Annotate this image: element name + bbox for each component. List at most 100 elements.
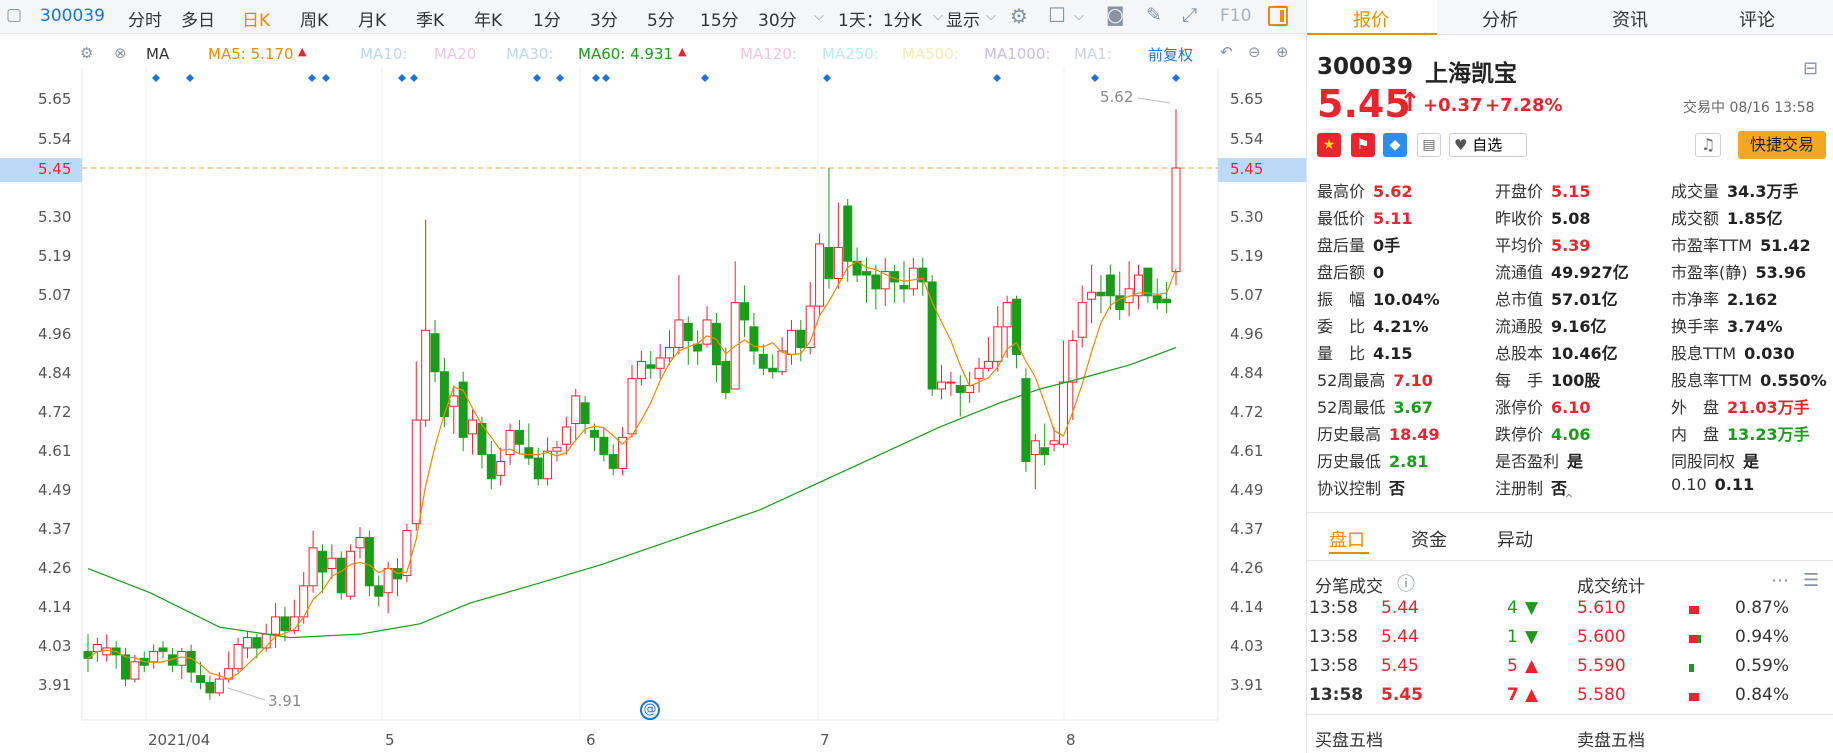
fullscreen-icon[interactable]: ⤢ bbox=[1182, 4, 1198, 26]
stat-value: 2.162 bbox=[1727, 290, 1778, 309]
candle-body bbox=[974, 367, 984, 380]
tab-15min[interactable]: 15分 bbox=[700, 11, 739, 31]
event-diamond-icon[interactable] bbox=[823, 74, 831, 82]
tab-5min[interactable]: 5分 bbox=[647, 11, 675, 31]
event-diamond-icon[interactable] bbox=[701, 74, 709, 82]
candle-body bbox=[815, 243, 825, 307]
settings-gear-icon[interactable]: ⚙ bbox=[1010, 4, 1028, 28]
display-menu[interactable]: 显示 bbox=[946, 11, 980, 31]
candle-body bbox=[946, 381, 956, 384]
tab-fenshi[interactable]: 分时 bbox=[128, 11, 162, 31]
tab-order-book[interactable]: 盘口 bbox=[1329, 530, 1365, 551]
box-chevron-icon[interactable]: ⌵ bbox=[1074, 9, 1084, 24]
trade-status: 交易中 08/16 13:58 bbox=[1683, 100, 1815, 116]
candle-body bbox=[796, 329, 806, 349]
more-chevron-icon[interactable]: ⌵ bbox=[814, 9, 824, 24]
tab-1min[interactable]: 1分 bbox=[533, 11, 561, 31]
display-chevron-icon[interactable]: ⌵ bbox=[986, 9, 996, 24]
zoom-out-icon[interactable]: ⊖ bbox=[1248, 43, 1261, 61]
tab-daily-k[interactable]: 日K bbox=[242, 11, 271, 31]
sell-book-title[interactable]: 卖盘五档 bbox=[1577, 731, 1645, 751]
f10-button[interactable]: F10 bbox=[1220, 6, 1252, 26]
tab-anomaly[interactable]: 异动 bbox=[1497, 530, 1533, 551]
tick-volume: 4 bbox=[1507, 598, 1518, 618]
event-diamond-icon[interactable] bbox=[410, 74, 418, 82]
event-diamond-icon[interactable] bbox=[556, 74, 564, 82]
event-diamond-icon[interactable] bbox=[398, 74, 406, 82]
candle-body bbox=[1124, 288, 1134, 304]
tab-comments[interactable]: 评论 bbox=[1739, 10, 1775, 31]
tab-duori[interactable]: 多日 bbox=[181, 11, 215, 31]
candle-body bbox=[589, 429, 599, 438]
tab-quarterly-k[interactable]: 季K bbox=[416, 11, 445, 31]
stat-item: 市盈率TTM 51.42 bbox=[1671, 232, 1811, 256]
adjust-select[interactable]: 前复权 bbox=[1148, 46, 1194, 64]
ma60-value: MA60: 4.931 bbox=[578, 45, 674, 63]
panel-collapse-icon[interactable]: ⊟ bbox=[1803, 58, 1819, 79]
layout-toggle-icon[interactable] bbox=[1268, 6, 1288, 26]
undo-icon[interactable]: ↶ bbox=[1220, 43, 1233, 61]
event-marker-icon[interactable]: @ bbox=[640, 700, 660, 720]
stat-label: 协议控制 bbox=[1317, 479, 1382, 498]
tab-monthly-k[interactable]: 月K bbox=[358, 11, 387, 31]
stat-value: 18.49 bbox=[1389, 425, 1440, 444]
tab-weekly-k[interactable]: 周K bbox=[300, 11, 329, 31]
list-menu-icon[interactable]: ☰ bbox=[1803, 570, 1820, 591]
candle-body bbox=[102, 647, 112, 656]
event-diamond-icon[interactable] bbox=[602, 74, 610, 82]
notes-icon[interactable]: ▤ bbox=[1417, 133, 1441, 157]
stat-label: 流通股 bbox=[1495, 317, 1544, 336]
y-tick-label: 4.49 bbox=[1230, 481, 1264, 499]
event-diamond-icon[interactable] bbox=[1172, 74, 1180, 82]
quick-trade-button[interactable]: 快捷交易 bbox=[1738, 131, 1826, 159]
period-chevron-icon[interactable]: ⌵ bbox=[933, 9, 943, 24]
candle-body bbox=[205, 681, 215, 694]
tab-yearly-k[interactable]: 年K bbox=[474, 11, 503, 31]
tab-analysis[interactable]: 分析 bbox=[1482, 10, 1518, 31]
indicator-close-icon[interactable]: ⊗ bbox=[114, 44, 127, 62]
candlestick-chart[interactable] bbox=[0, 0, 1306, 753]
event-diamond-icon[interactable] bbox=[322, 74, 330, 82]
period-select[interactable]: 1天：1分K bbox=[838, 11, 922, 31]
event-diamond-icon[interactable] bbox=[533, 74, 541, 82]
tag-icon[interactable]: ◆ bbox=[1383, 133, 1407, 157]
sidebar-toggle-icon[interactable]: ▢ bbox=[6, 5, 23, 25]
indicator-settings-icon[interactable]: ⚙ bbox=[80, 44, 94, 62]
stat-value: 4.06 bbox=[1551, 425, 1591, 444]
candle-body bbox=[674, 319, 684, 349]
event-diamond-icon[interactable] bbox=[1091, 74, 1099, 82]
ticks-help-icon[interactable]: ⓘ bbox=[1397, 574, 1415, 595]
stat-label: 换手率 bbox=[1671, 317, 1720, 336]
stat-item: 量 比 4.15 bbox=[1317, 340, 1413, 364]
camera-icon[interactable]: ◙ bbox=[1106, 4, 1125, 26]
pencil-icon[interactable]: ✎ bbox=[1146, 4, 1162, 26]
more-dots-icon[interactable]: ⋯ bbox=[1771, 570, 1789, 591]
buy-book-title[interactable]: 买盘五档 bbox=[1315, 731, 1383, 751]
candle-body bbox=[496, 461, 506, 476]
expand-chevron-icon[interactable]: ⌃ bbox=[1563, 492, 1575, 508]
stat-label: 盘后额 bbox=[1317, 263, 1366, 282]
ma5-value: MA5: 5.170 bbox=[208, 45, 294, 63]
event-diamond-icon[interactable] bbox=[186, 74, 194, 82]
event-diamond-icon[interactable] bbox=[993, 74, 1001, 82]
runner-icon[interactable]: ⚑ bbox=[1351, 133, 1375, 157]
stat-value: 0.030 bbox=[1744, 344, 1795, 363]
bell-icon[interactable]: ♫ bbox=[1695, 133, 1721, 157]
tab-funds[interactable]: 资金 bbox=[1411, 530, 1447, 551]
stat-label: 外 盘 bbox=[1671, 398, 1720, 417]
indicator-name[interactable]: MA bbox=[146, 45, 170, 63]
up-arrow-icon: ▲ bbox=[1525, 656, 1539, 676]
candle-body bbox=[1087, 291, 1097, 300]
event-diamond-icon[interactable] bbox=[152, 74, 160, 82]
tab-news[interactable]: 资讯 bbox=[1612, 10, 1648, 31]
zoom-in-icon[interactable]: ⊕ bbox=[1276, 43, 1289, 61]
event-diamond-icon[interactable] bbox=[308, 74, 316, 82]
tab-3min[interactable]: 3分 bbox=[590, 11, 618, 31]
watchlist-label: 自选 bbox=[1472, 136, 1503, 154]
tab-quote[interactable]: 报价 bbox=[1353, 10, 1389, 31]
event-diamond-icon[interactable] bbox=[592, 74, 600, 82]
stat-label: 振 幅 bbox=[1317, 290, 1366, 309]
watchlist-button[interactable]: ♥ 自选 bbox=[1449, 133, 1527, 157]
tab-30min[interactable]: 30分 bbox=[758, 11, 797, 31]
checkbox-icon[interactable]: ☐ bbox=[1048, 3, 1066, 27]
